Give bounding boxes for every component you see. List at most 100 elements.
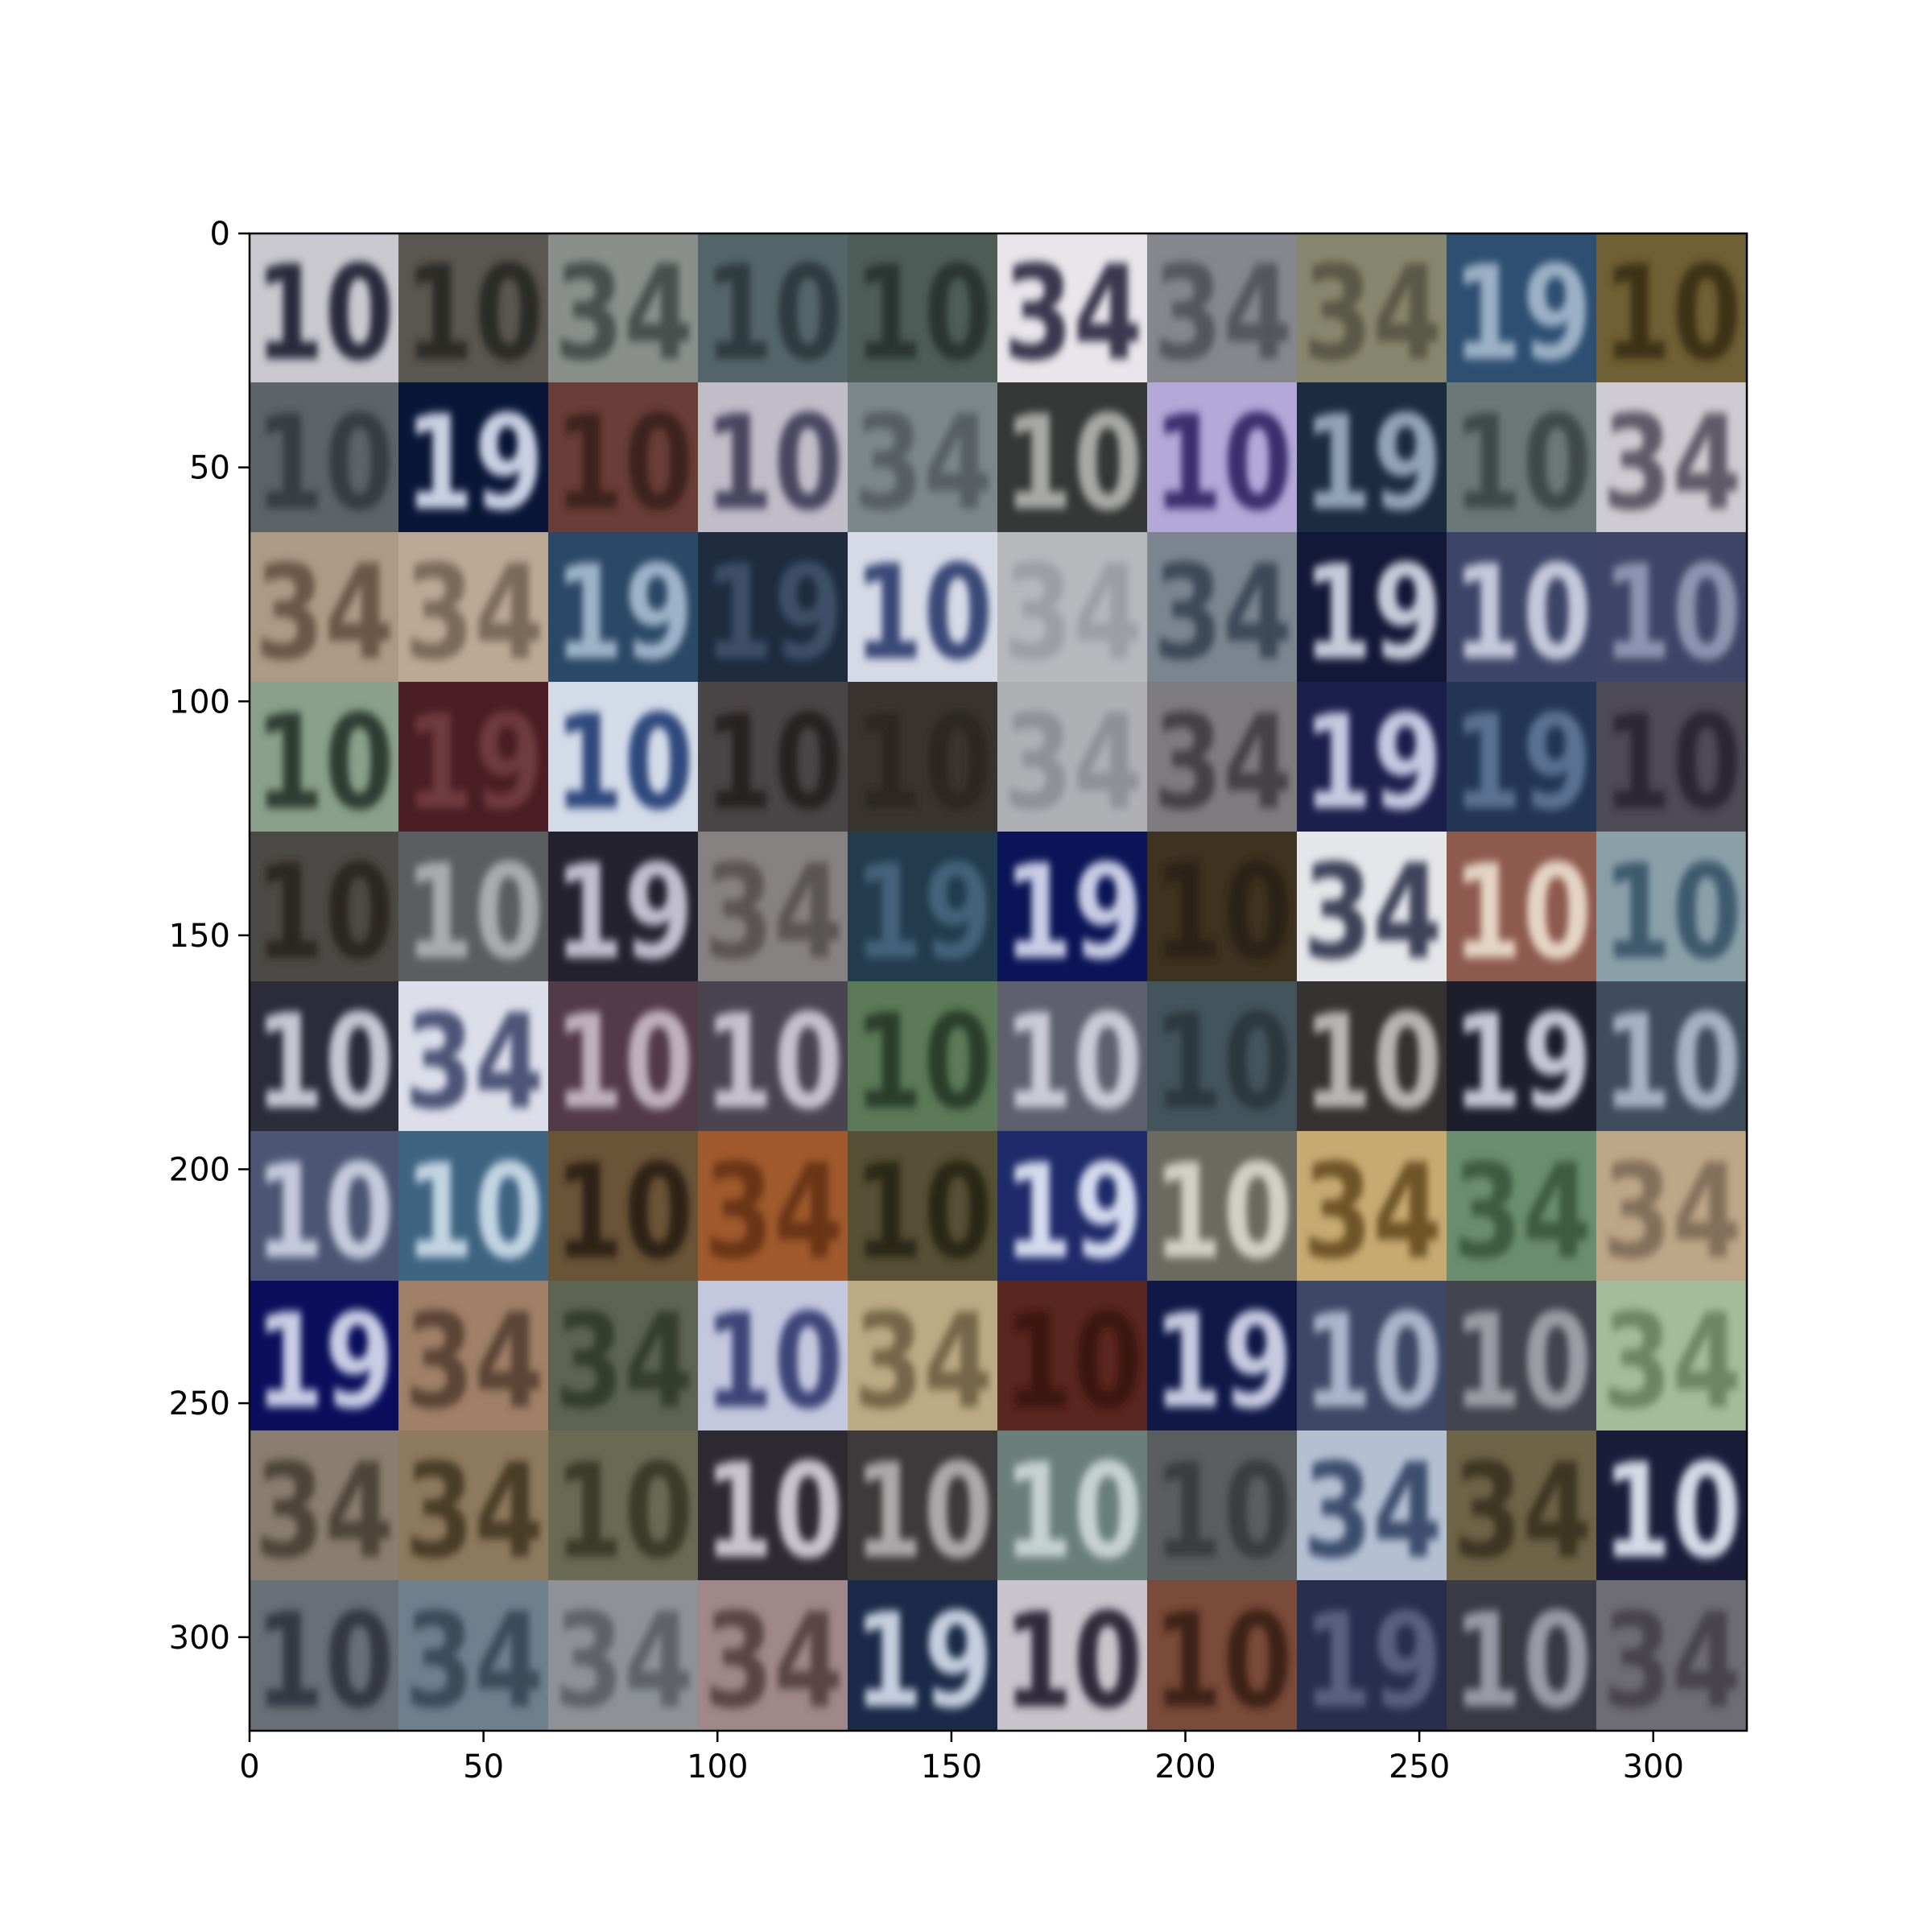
tile-background — [1596, 1281, 1747, 1432]
image-tile: 34 — [398, 532, 550, 690]
tile-digits: 34 — [704, 837, 844, 989]
tile-background — [250, 1281, 400, 1432]
tile-background — [1147, 532, 1298, 683]
tile-digits: 10 — [1602, 687, 1742, 839]
image-tile: 19 — [698, 532, 849, 690]
x-tick-label: 250 — [1389, 1748, 1450, 1785]
image-tile: 34 — [548, 233, 700, 390]
image-tile: 10 — [250, 981, 400, 1139]
tile-background — [548, 532, 700, 683]
image-tile: 34 — [1447, 1131, 1598, 1289]
tile-digits: 19 — [1452, 987, 1592, 1138]
tile-background — [1596, 1580, 1747, 1731]
tile-digits: 10 — [1602, 238, 1742, 390]
tile-background — [548, 1430, 700, 1582]
tile-digits: 34 — [1003, 238, 1143, 390]
tile-background — [1147, 981, 1298, 1133]
tile-digits: 10 — [1153, 987, 1293, 1138]
image-tile: 34 — [1596, 1131, 1747, 1289]
image-tile: 19 — [398, 382, 550, 540]
image-tile: 34 — [398, 981, 550, 1139]
tile-digits: 19 — [1003, 837, 1143, 989]
tile-background — [250, 1131, 400, 1282]
image-tile: 34 — [1447, 1430, 1598, 1588]
tile-background — [997, 1430, 1149, 1582]
tile-digits: 34 — [853, 1286, 993, 1438]
tile-digits: 19 — [404, 687, 544, 839]
image-tile: 10 — [997, 1580, 1149, 1731]
image-tile: 10 — [698, 682, 849, 840]
tile-digits: 10 — [254, 238, 394, 390]
image-tile: 34 — [698, 1131, 849, 1289]
tile-background — [1297, 682, 1448, 833]
tile-background — [698, 1281, 849, 1432]
tile-background — [997, 532, 1149, 683]
tile-digits: 10 — [404, 238, 544, 390]
tile-digits: 19 — [1153, 1286, 1293, 1438]
tile-digits: 10 — [853, 987, 993, 1138]
tile-background — [398, 1580, 550, 1731]
image-tile: 10 — [1147, 832, 1298, 989]
tile-background — [1596, 382, 1747, 534]
tile-background — [698, 532, 849, 683]
tile-digits: 34 — [404, 1286, 544, 1438]
tile-background — [548, 832, 700, 983]
image-tile: 10 — [250, 832, 400, 989]
y-tick-label: 0 — [210, 216, 230, 253]
image-tile: 34 — [1596, 382, 1747, 540]
tile-background — [1147, 1131, 1298, 1282]
tile-digits: 10 — [254, 837, 394, 989]
tile-background — [1447, 233, 1598, 384]
image-tile: 10 — [1447, 832, 1598, 989]
tile-background — [250, 981, 400, 1133]
tile-digits: 10 — [554, 1137, 694, 1288]
image-tile: 34 — [848, 382, 999, 540]
tile-digits: 34 — [1003, 538, 1143, 689]
tile-background — [997, 233, 1149, 384]
image-tile: 10 — [997, 382, 1149, 540]
image-tile: 34 — [398, 1580, 550, 1731]
image-tile: 10 — [548, 682, 700, 840]
image-tile: 19 — [997, 1131, 1149, 1289]
tile-digits: 34 — [1602, 1286, 1742, 1438]
tile-background — [848, 382, 999, 534]
tile-background — [1447, 382, 1598, 534]
tile-digits: 10 — [1602, 538, 1742, 689]
tile-background — [398, 1131, 550, 1282]
tile-background — [250, 1580, 400, 1731]
tile-background — [698, 832, 849, 983]
tile-background — [698, 1430, 849, 1582]
tile-digits: 34 — [1602, 1586, 1742, 1737]
tile-digits: 10 — [554, 987, 694, 1138]
image-tile: 19 — [1447, 981, 1598, 1139]
tile-digits: 19 — [1302, 538, 1443, 689]
x-tick-label: 150 — [921, 1748, 982, 1785]
image-tile: 19 — [548, 532, 700, 690]
tile-digits: 34 — [1302, 1436, 1443, 1587]
tile-digits: 10 — [1452, 1286, 1592, 1438]
image-tile: 19 — [1297, 682, 1448, 840]
image-tile: 10 — [548, 1430, 700, 1588]
tile-digits: 34 — [1302, 238, 1443, 390]
image-tile: 10 — [848, 981, 999, 1139]
image-tile: 34 — [1147, 682, 1298, 840]
image-tile: 10 — [1147, 382, 1298, 540]
tile-background — [1147, 1580, 1298, 1731]
tile-digits: 10 — [853, 1436, 993, 1587]
image-tile: 10 — [1596, 233, 1747, 390]
tile-background — [1447, 832, 1598, 983]
image-tile: 34 — [698, 1580, 849, 1731]
y-tick-label: 200 — [169, 1152, 230, 1189]
tile-background — [1447, 682, 1598, 833]
tile-digits: 10 — [853, 1137, 993, 1288]
tile-digits: 19 — [853, 1586, 993, 1737]
tile-digits: 34 — [404, 1436, 544, 1587]
x-tick-label: 200 — [1154, 1748, 1216, 1785]
tile-digits: 34 — [404, 987, 544, 1138]
image-tile: 34 — [997, 532, 1149, 690]
tile-digits: 10 — [1003, 987, 1143, 1138]
image-tile: 19 — [398, 682, 550, 840]
tile-digits: 10 — [1003, 388, 1143, 539]
